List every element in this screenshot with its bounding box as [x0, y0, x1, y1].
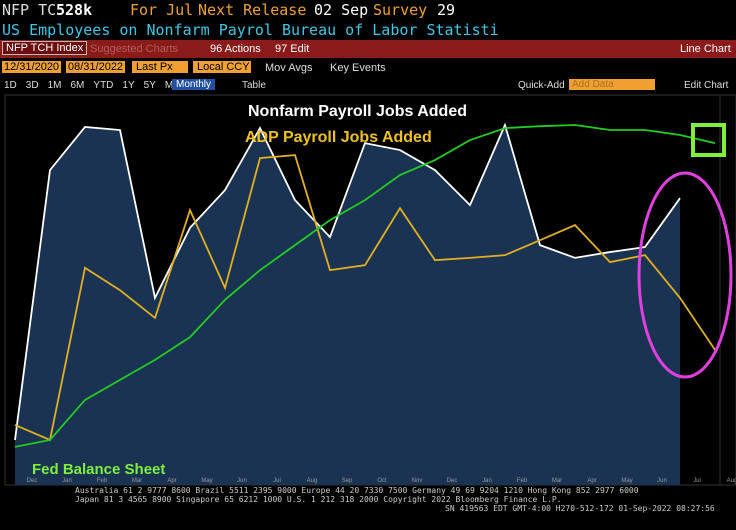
- ticker: NFP TC: [2, 1, 57, 19]
- table-button[interactable]: Table: [242, 80, 266, 91]
- x-tick-label: Sep: [342, 478, 353, 484]
- x-tick-label: Oct: [377, 478, 387, 484]
- survey-value: 29: [437, 1, 456, 19]
- series-group: [14, 122, 716, 486]
- x-tick-label: Aug: [727, 478, 736, 484]
- footer-line: SN 419563 EDT GMT-4:00 H270-512-172 01-S…: [445, 504, 715, 513]
- key-events[interactable]: Key Events: [330, 62, 386, 74]
- x-tick-label: Jul: [693, 478, 701, 484]
- field-select[interactable]: Last Px: [132, 61, 188, 73]
- edit-chart[interactable]: Edit Chart: [684, 80, 729, 91]
- highlight-ellipse: [637, 171, 733, 379]
- period: For Jul: [130, 1, 194, 19]
- highlight-box: [691, 123, 726, 157]
- x-tick-label: Jan: [62, 478, 72, 484]
- footer-line: Australia 61 2 9777 8600 Brazil 5511 239…: [75, 486, 639, 495]
- next-release-label: Next Release: [198, 1, 307, 19]
- description: US Employees on Nonfarm Payrol Bureau of…: [2, 21, 499, 39]
- next-release-date: 02 Sep: [314, 1, 369, 19]
- toolbar: [0, 40, 736, 58]
- security-field[interactable]: NFP TCH Index: [2, 41, 88, 55]
- annotation: Fed Balance Sheet: [32, 461, 165, 478]
- start-date[interactable]: 12/31/2020: [2, 61, 62, 73]
- footer-line: Japan 81 3 4565 8900 Singapore 65 6212 1…: [75, 495, 562, 504]
- annotation: Nonfarm Payroll Jobs Added: [248, 103, 467, 120]
- x-tick-label: Jun: [657, 478, 667, 484]
- x-tick-label: Feb: [517, 478, 528, 484]
- period-button[interactable]: 1Y: [122, 80, 135, 91]
- x-tick-label: Jan: [482, 478, 492, 484]
- actions-menu[interactable]: 96 Actions: [210, 43, 261, 55]
- x-tick-label: Aug: [307, 478, 318, 484]
- x-tick-label: Apr: [587, 478, 596, 484]
- x-tick-label: May: [621, 478, 632, 484]
- x-tick-label: Jun: [237, 478, 247, 484]
- period-button[interactable]: 1M: [47, 80, 62, 91]
- x-tick-label: Mar: [132, 478, 142, 484]
- period-button[interactable]: 1D: [4, 80, 17, 91]
- x-tick-label: Nov: [412, 478, 423, 484]
- survey-label: Survey: [373, 1, 428, 19]
- x-tick-label: Dec: [27, 478, 38, 484]
- x-tick-label: May: [201, 478, 212, 484]
- right-axis: [719, 94, 736, 486]
- chart: Nonfarm Payroll Jobs Added ADP Payroll J…: [4, 94, 736, 486]
- currency-select[interactable]: Local CCY: [193, 61, 251, 73]
- series-line: [14, 122, 681, 441]
- series-line: [14, 124, 716, 448]
- frequency[interactable]: Monthly: [172, 79, 216, 90]
- x-tick-label: Jul: [273, 478, 281, 484]
- series-area: [15, 125, 680, 486]
- period-button[interactable]: 6M: [70, 80, 85, 91]
- period-button[interactable]: 3D: [25, 80, 39, 91]
- suggested-charts[interactable]: Suggested Charts: [90, 43, 179, 55]
- quick-add[interactable]: Quick-Add: [518, 80, 565, 91]
- period-button[interactable]: YTD: [93, 80, 114, 91]
- view-name: Line Chart: [680, 43, 731, 55]
- x-tick-label: Feb: [97, 478, 108, 484]
- annotation: ADP Payroll Jobs Added: [245, 129, 432, 146]
- last-value: 528k: [56, 1, 93, 19]
- period-button[interactable]: 5Y: [143, 80, 156, 91]
- series-line: [14, 154, 716, 442]
- mov-avgs[interactable]: Mov Avgs: [265, 62, 313, 74]
- x-tick-label: Mar: [552, 478, 562, 484]
- x-tick-label: Apr: [167, 478, 176, 484]
- end-date[interactable]: 08/31/2022: [66, 61, 126, 73]
- footer: Australia 61 2 9777 8600 Brazil 5511 239…: [0, 486, 736, 513]
- edit-menu[interactable]: 97 Edit: [275, 43, 310, 55]
- add-data[interactable]: Add Data: [569, 79, 655, 90]
- x-tick-label: Dec: [447, 478, 458, 484]
